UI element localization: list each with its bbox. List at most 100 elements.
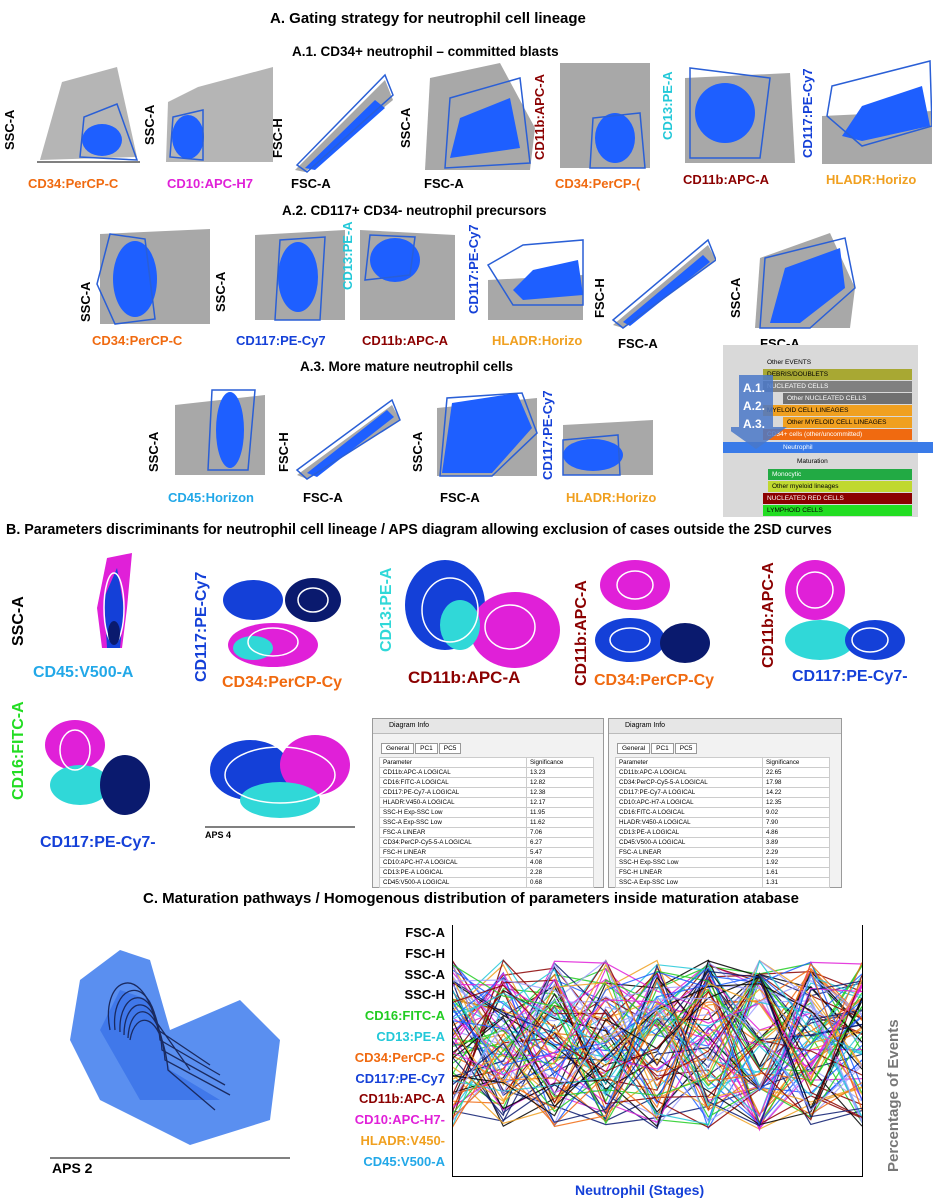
xlabel-a1-3: FSC-A bbox=[291, 176, 331, 191]
table-row[interactable]: SSC-H Exp-SSC Low 11.95 bbox=[379, 807, 594, 818]
tree-item-cd34[interactable]: CD34+ cells (other/uncommitted) bbox=[763, 429, 912, 440]
tree-item-nucleated[interactable]: NUCLEATED CELLS bbox=[763, 381, 912, 392]
parameter-cell: HLADR:V450-A LOGICAL bbox=[615, 817, 763, 828]
plot-a1-7 bbox=[822, 56, 932, 168]
ylabel-b-5: CD11b:APC-A bbox=[760, 562, 777, 668]
parallel-plot bbox=[452, 955, 862, 1135]
table-row[interactable]: CD13:PE-A LOGICAL 4.86 bbox=[615, 827, 830, 838]
table-row[interactable]: CD34:PerCP-Cy5-5-A LOGICAL 6.27 bbox=[379, 837, 594, 848]
table-row[interactable]: FSC-A LINEAR 7.06 bbox=[379, 827, 594, 838]
parameter-label: FSC-A bbox=[405, 925, 445, 940]
ylabel-a1-2: SSC-A bbox=[142, 104, 157, 145]
table-row[interactable]: SSC-H Exp-SSC Low 1.92 bbox=[615, 857, 830, 868]
table-row[interactable]: CD13:PE-A LOGICAL 2.28 bbox=[379, 867, 594, 878]
parameter-cell: CD34:PerCP-Cy5-5-A LOGICAL bbox=[379, 837, 527, 848]
significance-cell: 2.28 bbox=[526, 867, 594, 878]
tree-item-other-events[interactable]: Other EVENTS bbox=[763, 357, 912, 368]
ylabel-b-4: CD11b:APC-A bbox=[573, 580, 590, 686]
parameter-cell: CD45:V500-A LOGICAL bbox=[379, 877, 527, 888]
tree-item-other-myeloid[interactable]: Other MYELOID CELL LINEAGES bbox=[783, 417, 912, 428]
table-row[interactable]: CD45:V500-A LOGICAL 0.68 bbox=[379, 877, 594, 888]
table-row[interactable]: CD11b:APC-A LOGICAL 22.65 bbox=[615, 767, 830, 778]
parameter-cell: FSC-H LINEAR bbox=[379, 847, 527, 858]
col-parameter: Parameter bbox=[379, 757, 527, 768]
significance-cell: 1.61 bbox=[762, 867, 830, 878]
significance-cell: 5.47 bbox=[526, 847, 594, 858]
series-line bbox=[452, 963, 862, 1127]
aps2-label: APS 2 bbox=[52, 1160, 93, 1176]
xlabel-a1-2: CD10:APC-H7 bbox=[167, 176, 253, 191]
parameter-label: FSC-H bbox=[405, 945, 445, 961]
significance-cell: 2.29 bbox=[762, 847, 830, 858]
tree-item-debris[interactable]: DEBRIS/DOUBLETS bbox=[763, 369, 912, 380]
ylabel-a1-1: SSC-A bbox=[2, 109, 17, 150]
table-row[interactable]: CD10:APC-H7-A LOGICAL 4.08 bbox=[379, 857, 594, 868]
tree-item-other-lineages[interactable]: Other myeloid lineages bbox=[768, 481, 912, 492]
parameter-label: HLADR:V450- bbox=[360, 1133, 445, 1148]
xlabel-a3-2: FSC-A bbox=[303, 490, 343, 505]
xlabel-a3-1: CD45:Horizon bbox=[168, 490, 254, 505]
tab-pc1-1[interactable]: PC1 bbox=[415, 743, 438, 754]
tree-item-monocytic[interactable]: Monocytic bbox=[768, 469, 912, 480]
parameter-cell: CD13:PE-A LOGICAL bbox=[379, 867, 527, 878]
table-row[interactable]: CD10:APC-H7-A LOGICAL 12.35 bbox=[615, 797, 830, 808]
tree-item-nucleated-red[interactable]: NUCLEATED RED CELLS bbox=[763, 493, 912, 504]
table-row[interactable]: CD16:FITC-A LOGICAL 12.82 bbox=[379, 777, 594, 788]
col-significance: Significance bbox=[526, 757, 594, 768]
xlabel-b-3: CD11b:APC-A bbox=[408, 668, 521, 687]
ylabel-a2-3: CD13:PE-A bbox=[340, 221, 355, 290]
plot-b-6 bbox=[40, 715, 180, 825]
diagram-info-panel-2: Diagram Info General PC1 PC5 Parameter Sig… bbox=[608, 718, 842, 888]
table-row[interactable]: FSC-H LINEAR 5.47 bbox=[379, 847, 594, 858]
col-parameter: Parameter bbox=[615, 757, 763, 768]
xlabel-a1-5: CD34:PerCP-( bbox=[555, 176, 641, 191]
pp-bottom-axis bbox=[452, 1176, 862, 1177]
table-row[interactable]: HLADR:V450-A LOGICAL 12.17 bbox=[379, 797, 594, 808]
tree-item-myeloid[interactable]: MYELOID CELL LINEAGES bbox=[763, 405, 912, 416]
tab-pc5-1[interactable]: PC5 bbox=[438, 743, 462, 754]
table-row[interactable]: CD34:PerCP-Cy5-5-A LOGICAL 17.98 bbox=[615, 777, 830, 788]
table-row[interactable]: FSC-H LINEAR 1.61 bbox=[615, 867, 830, 878]
significance-cell: 6.27 bbox=[526, 837, 594, 848]
ylabel-a2-5: FSC-H bbox=[592, 278, 607, 318]
tree-item-lymphoid[interactable]: LYMPHOID CELLS bbox=[763, 505, 912, 516]
series-line bbox=[452, 981, 862, 1126]
tab-pc5-2[interactable]: PC5 bbox=[674, 743, 698, 754]
xlabel-b-2: CD34:PerCP-Cy bbox=[222, 674, 343, 691]
table-row[interactable]: SSC-A Exp-SSC Low 1.31 bbox=[615, 877, 830, 888]
table-row[interactable]: HLADR:V450-A LOGICAL 7.90 bbox=[615, 817, 830, 828]
tab-general-1[interactable]: General bbox=[381, 743, 415, 754]
series-line bbox=[452, 963, 862, 1102]
xlabel-b-4: CD34:PerCP-Cy bbox=[594, 672, 715, 689]
parameter-cell: SSC-A Exp-SSC Low bbox=[615, 877, 763, 888]
tree-item-other-nucleated[interactable]: Other NUCLEATED CELLS bbox=[783, 393, 912, 404]
series-line bbox=[452, 984, 862, 1044]
table-row[interactable]: SSC-A Exp-SSC Low 11.62 bbox=[379, 817, 594, 828]
gating-tree-panel: Other EVENTS DEBRIS/DOUBLETS NUCLEATED C… bbox=[723, 345, 933, 517]
plot-a1-1 bbox=[22, 62, 140, 170]
series-line bbox=[452, 979, 862, 1115]
ylabel-a3-3: SSC-A bbox=[410, 431, 425, 472]
tree-item-neutrophil[interactable]: Neutrophil bbox=[723, 442, 933, 453]
xlabel-a2-2: CD117:PE-Cy7 bbox=[236, 333, 326, 348]
table-row[interactable]: CD16:FITC-A LOGICAL 9.02 bbox=[615, 807, 830, 818]
significance-cell: 0.68 bbox=[526, 877, 594, 888]
table-row[interactable]: CD11b:APC-A LOGICAL 13.23 bbox=[379, 767, 594, 778]
series-line bbox=[452, 959, 862, 1121]
table-row[interactable]: CD45:V500-A LOGICAL 3.89 bbox=[615, 837, 830, 848]
table-row[interactable]: CD117:PE-Cy7-A LOGICAL 12.38 bbox=[379, 787, 594, 798]
table-row[interactable]: CD117:PE-Cy7-A LOGICAL 14.22 bbox=[615, 787, 830, 798]
tree-item-maturation[interactable]: Maturation bbox=[797, 458, 828, 465]
significance-cell: 13.23 bbox=[526, 767, 594, 778]
plot-a1-3 bbox=[285, 60, 395, 175]
significance-cell: 11.62 bbox=[526, 817, 594, 828]
tab-general-2[interactable]: General bbox=[617, 743, 651, 754]
significance-cell: 17.98 bbox=[762, 777, 830, 788]
tab-pc1-2[interactable]: PC1 bbox=[651, 743, 674, 754]
significance-cell: 4.86 bbox=[762, 827, 830, 838]
table-row[interactable]: FSC-A LINEAR 2.29 bbox=[615, 847, 830, 858]
series-line bbox=[452, 959, 862, 1129]
down-arrow-icon bbox=[731, 375, 787, 449]
xlabel-b-1: CD45:V500-A bbox=[33, 664, 134, 681]
col-significance: Significance bbox=[762, 757, 830, 768]
